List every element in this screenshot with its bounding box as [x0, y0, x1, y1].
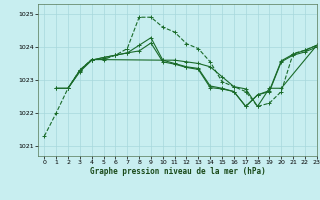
- X-axis label: Graphe pression niveau de la mer (hPa): Graphe pression niveau de la mer (hPa): [90, 167, 266, 176]
